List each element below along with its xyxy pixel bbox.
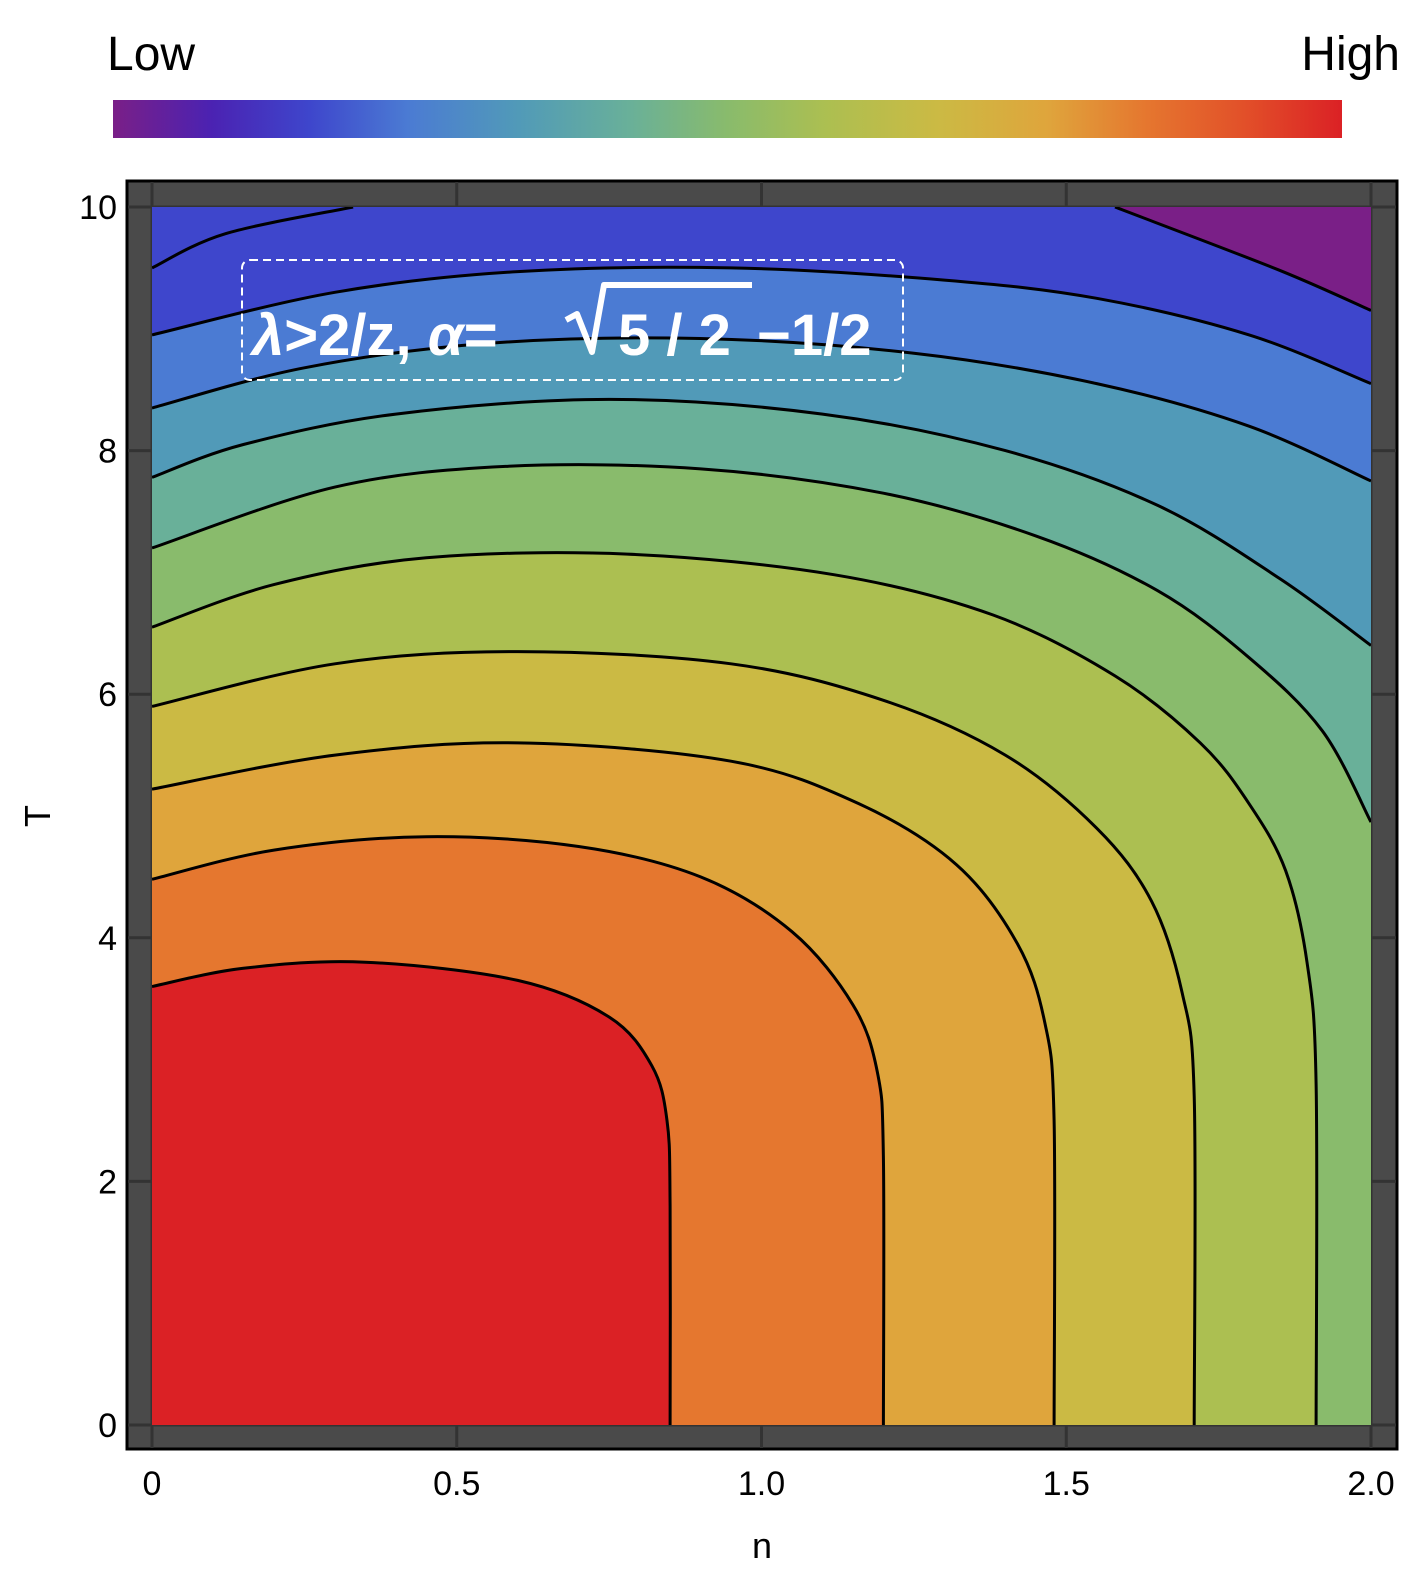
y-tick-label: 0 xyxy=(98,1407,117,1445)
y-tick-label: 8 xyxy=(98,433,117,471)
radical-sign-icon xyxy=(564,282,752,355)
x-tick-label: 1.0 xyxy=(738,1465,785,1503)
contour-line-11 xyxy=(152,207,354,270)
contour-line-2 xyxy=(152,835,886,1425)
x-tick-label: 0 xyxy=(143,1465,162,1503)
colorbar-high-label: High xyxy=(1301,28,1400,81)
contour-line-1 xyxy=(152,960,672,1425)
plot-area xyxy=(152,207,1371,1425)
contour-line-3 xyxy=(152,741,1057,1425)
y-tick-label: 6 xyxy=(98,676,117,714)
svg-text:λ>2/z, α=: λ>2/z, α= xyxy=(249,303,498,368)
y-axis-label: T xyxy=(17,805,58,827)
x-tick-labels: 0 0.5 1.0 1.5 2.0 xyxy=(143,1465,1395,1503)
contour-line-5 xyxy=(152,551,1319,1425)
annotation-box xyxy=(241,259,904,381)
colorbar-low-label: Low xyxy=(107,28,195,81)
contour-lines xyxy=(152,207,1371,1425)
contour-line-9 xyxy=(152,265,1371,385)
contour-line-4 xyxy=(152,650,1197,1425)
annotation-lambda: λ xyxy=(249,303,284,368)
annotation: λ>2/z, α= 5 / 2 −1/2 xyxy=(241,259,904,381)
y-tick-label: 2 xyxy=(98,1163,117,1201)
x-axis-label: n xyxy=(752,1525,772,1566)
annotation-part1: >2/z, xyxy=(284,303,427,368)
x-tick-label: 1.5 xyxy=(1043,1465,1090,1503)
contour-line-6 xyxy=(152,463,1371,823)
annotation-part3: −1/2 xyxy=(757,303,872,368)
contour-line-10 xyxy=(1114,207,1371,312)
contour-band-1 xyxy=(152,961,671,1425)
y-tick-label: 10 xyxy=(79,189,117,227)
x-tick-label: 2.0 xyxy=(1347,1465,1394,1503)
annotation-radicand: 5 / 2 xyxy=(618,303,731,368)
colorbar xyxy=(113,100,1342,138)
x-tick-label: 0.5 xyxy=(433,1465,480,1503)
y-tick-labels: 0 2 4 6 8 10 xyxy=(79,189,117,1445)
annotation-part2: = xyxy=(464,303,498,368)
y-tick-label: 4 xyxy=(98,920,117,958)
annotation-alpha: α xyxy=(428,303,466,368)
contour-line-7 xyxy=(152,397,1371,647)
contour-line-8 xyxy=(152,336,1371,483)
contour-bands xyxy=(152,207,1371,1425)
